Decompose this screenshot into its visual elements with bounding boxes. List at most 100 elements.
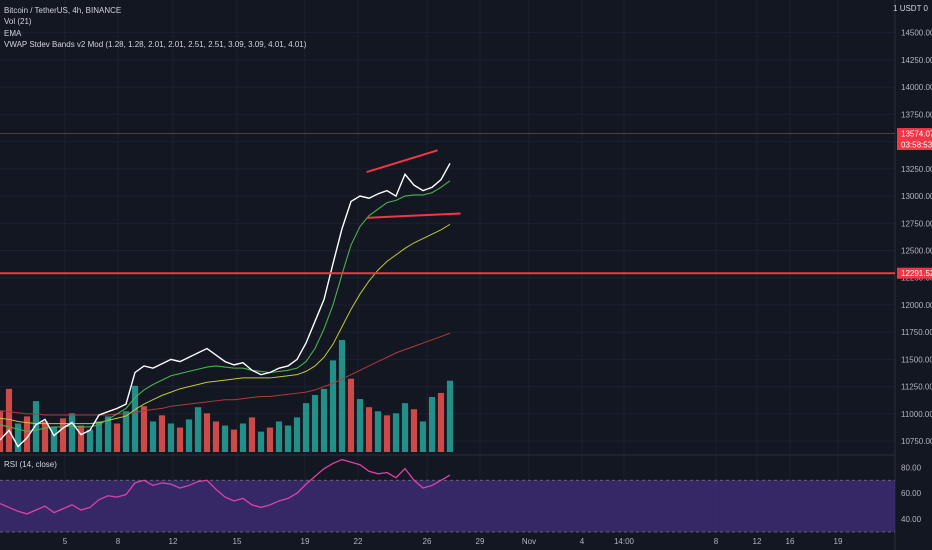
volume-bar-36 <box>320 388 328 452</box>
time-tick-label-3: 15 <box>233 537 242 546</box>
volume-bar-30 <box>266 427 274 452</box>
volume-bar-18 <box>158 415 166 452</box>
volume-bar-17 <box>149 421 157 452</box>
time-tick-label-2: 12 <box>169 537 178 546</box>
volume-bar-6 <box>50 426 58 452</box>
volume-bar-39 <box>347 378 355 452</box>
volume-bar-46 <box>410 409 418 452</box>
rsi-band <box>0 480 895 532</box>
price-tick-label-9: 13000.00 <box>901 192 932 201</box>
time-tick-label-4: 19 <box>301 537 310 546</box>
volume-bar-31 <box>275 421 283 452</box>
price-label-1: 12291.52 <box>901 269 932 278</box>
price-label-box-1 <box>897 267 932 279</box>
time-tick-label-1: 8 <box>116 537 121 546</box>
rsi-tick-label-0: 40.00 <box>901 515 922 524</box>
volume-bar-33 <box>293 417 301 452</box>
volume-bar-43 <box>383 415 391 452</box>
rsi-tick-label-2: 80.00 <box>901 463 922 472</box>
price-tick-label-12: 13750.00 <box>901 110 932 119</box>
volume-bar-42 <box>374 411 382 452</box>
volume-bar-3 <box>23 416 31 452</box>
volume-bar-15 <box>131 385 139 452</box>
volume-bar-1 <box>5 388 13 452</box>
price-tick-label-7: 12500.00 <box>901 247 932 256</box>
time-tick-label-5: 22 <box>354 537 363 546</box>
volume-bar-14 <box>122 411 130 452</box>
volume-bar-37 <box>329 360 337 452</box>
volume-bar-50 <box>446 380 454 452</box>
price-tick-label-10: 13250.00 <box>901 165 932 174</box>
rsi-line <box>0 458 451 515</box>
volume-bar-8 <box>68 413 76 452</box>
time-tick-label-7: 29 <box>476 537 485 546</box>
time-tick-label-8: Nov <box>522 537 536 546</box>
volume-bar-4 <box>32 401 40 452</box>
time-tick-label-13: 16 <box>786 537 795 546</box>
time-axis[interactable]: 5 8 12 15 19 22 26 29 Nov 4 14:00 8 12 16 19 <box>63 537 843 546</box>
volume-bar-45 <box>401 403 409 452</box>
price-tick-label-13: 14000.00 <box>901 83 932 92</box>
volume-bar-38 <box>338 340 346 452</box>
volume-bar-13 <box>113 423 121 452</box>
volume-bar-25 <box>221 425 229 452</box>
volume-bar-29 <box>257 431 265 452</box>
volume-bar-28 <box>248 417 256 452</box>
price-tick-label-4: 11750.00 <box>901 328 932 337</box>
rsi-pane <box>0 458 895 533</box>
volume-bar-47 <box>419 421 427 452</box>
volume-bar-27 <box>239 423 247 452</box>
volume-bar-26 <box>230 429 238 452</box>
time-tick-label-9: 4 <box>580 537 585 546</box>
volume-bar-20 <box>176 427 184 452</box>
price-tick-label-2: 11250.00 <box>901 383 932 392</box>
volume-bars <box>0 340 454 452</box>
rsi-indicator-label[interactable]: RSI (14, close) <box>4 460 57 469</box>
price-tick-label-14: 14250.00 <box>901 56 932 65</box>
price-tick-label-0: 10750.00 <box>901 437 932 446</box>
volume-bar-40 <box>356 399 364 452</box>
time-tick-label-12: 12 <box>753 537 762 546</box>
price-tick-label-1: 11000.00 <box>901 410 932 419</box>
time-tick-label-6: 26 <box>423 537 432 546</box>
series-close <box>0 163 451 448</box>
volume-bar-24 <box>212 421 220 452</box>
volume-bar-48 <box>428 397 436 452</box>
volume-bar-35 <box>311 394 319 452</box>
grid-lines <box>0 0 896 550</box>
volume-bar-11 <box>95 421 103 452</box>
volume-bar-32 <box>284 425 292 452</box>
volume-bar-49 <box>437 392 445 452</box>
volume-bar-10 <box>86 429 94 452</box>
price-tick-label-8: 12750.00 <box>901 219 932 228</box>
volume-bar-34 <box>302 403 310 452</box>
volume-bar-21 <box>185 419 193 452</box>
volume-bar-7 <box>59 418 67 452</box>
price-tick-label-3: 11500.00 <box>901 355 932 364</box>
currency-label[interactable]: 1 USDT 0 <box>893 4 928 13</box>
volume-bar-23 <box>203 413 211 452</box>
trendline-1 <box>366 212 461 219</box>
volume-bar-22 <box>194 407 202 452</box>
volume-bar-5 <box>41 421 49 452</box>
time-tick-label-0: 5 <box>63 537 68 546</box>
volume-bar-0 <box>0 411 4 452</box>
countdown-label: 03:58:53 <box>901 141 932 150</box>
volume-bar-41 <box>365 407 373 452</box>
price-label-box-0 <box>897 128 932 151</box>
overlays <box>0 133 895 275</box>
volume-bar-19 <box>167 423 175 452</box>
time-tick-label-11: 8 <box>714 537 719 546</box>
price-axis[interactable]: 10750.00 11000.00 11250.00 11500.00 11750.00… <box>897 29 932 524</box>
volume-bar-2 <box>14 423 22 452</box>
price-label-0: 13574.07 <box>901 130 932 139</box>
trendline-0 <box>366 149 438 174</box>
price-tick-label-15: 14500.00 <box>901 29 932 38</box>
time-tick-label-10: 14:00 <box>614 537 635 546</box>
volume-bar-44 <box>392 413 400 452</box>
price-tick-label-5: 12000.00 <box>901 301 932 310</box>
volume-bar-16 <box>140 406 148 452</box>
series-ema-long <box>0 332 451 416</box>
